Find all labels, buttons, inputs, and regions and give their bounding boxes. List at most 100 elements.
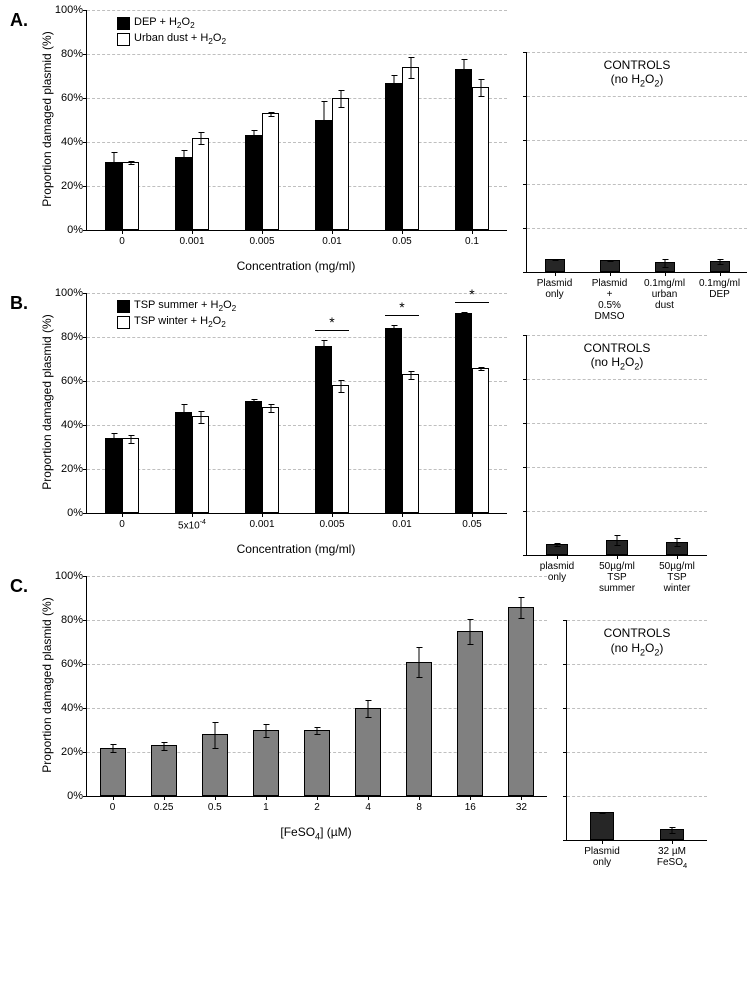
bar-group: 32 <box>496 576 547 796</box>
ytick-label: 80% <box>61 48 87 60</box>
xtick-mark <box>262 513 263 517</box>
legend-text: TSP winter + H2O2 <box>134 315 226 329</box>
charts-row: 0%20%40%60%80%100%05x10-40.0010.0050.010… <box>38 293 752 556</box>
error-bar <box>130 435 131 444</box>
legend-swatch <box>117 33 130 46</box>
bar <box>105 162 122 230</box>
bar <box>202 734 228 796</box>
controls-title: CONTROLS(no H2O2) <box>527 58 747 90</box>
bar-group: 2 <box>291 576 342 796</box>
bar <box>355 708 381 796</box>
xtick-label: 0.05 <box>392 236 411 247</box>
legend-item: TSP summer + H2O2 <box>117 299 236 313</box>
legend: DEP + H2O2Urban dust + H2O2 <box>117 16 226 48</box>
bar-group: 0.01 <box>367 293 437 513</box>
ytick-label: 40% <box>61 419 87 431</box>
ytick-label: 0% <box>67 224 87 236</box>
xtick-mark <box>122 513 123 517</box>
xtick-mark <box>521 796 522 800</box>
xtick-label: 0 <box>119 519 125 530</box>
bar <box>253 730 279 796</box>
error-bar <box>340 380 341 393</box>
xtick-mark <box>470 796 471 800</box>
x-axis-title: Concentration (mg/ml) <box>86 259 506 273</box>
bar <box>192 416 209 513</box>
xtick-mark <box>402 513 403 517</box>
error-bar <box>340 90 341 108</box>
bar-group: 0 <box>87 576 138 796</box>
bar <box>546 544 568 555</box>
bar <box>175 412 192 513</box>
significance-bar <box>315 330 349 331</box>
legend-swatch <box>117 316 130 329</box>
bar <box>710 261 730 272</box>
bar <box>122 162 139 230</box>
legend-item: Urban dust + H2O2 <box>117 32 226 46</box>
ytick-label: 60% <box>61 375 87 387</box>
xtick-mark <box>677 555 678 559</box>
error-bar <box>609 260 610 262</box>
xtick-mark <box>720 272 721 276</box>
ytick-label: 80% <box>61 331 87 343</box>
controls-title: CONTROLS(no H2O2) <box>527 341 707 373</box>
bar <box>262 113 279 230</box>
ytick-label: 0% <box>67 507 87 519</box>
legend: TSP summer + H2O2 TSP winter + H2O2 <box>117 299 236 331</box>
bar-group: 0.005 <box>227 10 297 230</box>
bar <box>245 401 262 513</box>
bar-group: 0.05 <box>437 293 507 513</box>
charts-row: 0%20%40%60%80%100%00.0010.0050.010.050.1… <box>38 10 752 273</box>
bar <box>315 346 332 513</box>
xtick-label: Plasmidonly <box>584 846 620 868</box>
error-bar <box>672 827 673 834</box>
panel-panelB: B.0%20%40%60%80%100%05x10-40.0010.0050.0… <box>10 293 752 556</box>
ytick-label: 20% <box>61 463 87 475</box>
xtick-mark <box>164 796 165 800</box>
error-bar <box>554 259 555 261</box>
main-chart: 0%20%40%60%80%100%00.250.512481632Propor… <box>86 576 546 841</box>
bar <box>660 829 684 840</box>
bar <box>245 135 262 230</box>
error-bar <box>463 312 464 316</box>
xtick-label: 0 <box>110 802 116 813</box>
error-bar <box>677 538 678 547</box>
ytick-label: 100% <box>55 4 87 16</box>
xtick-mark <box>266 796 267 800</box>
bars-container: 00.250.512481632 <box>87 576 547 796</box>
controls-title: CONTROLS(no H2O2) <box>567 626 707 658</box>
xtick-label: 0.5 <box>208 802 222 813</box>
xtick-label: 32 µMFeSO4 <box>657 846 687 870</box>
ytick-label: 40% <box>61 136 87 148</box>
controls-chart: Plasmidonly32 µMFeSO4CONTROLS(no H2O2) <box>566 620 706 841</box>
xtick-mark <box>317 796 318 800</box>
error-bar <box>393 325 394 334</box>
bar <box>151 745 177 796</box>
bar <box>332 385 349 513</box>
xtick-mark <box>332 513 333 517</box>
legend-text: Urban dust + H2O2 <box>134 32 226 46</box>
significance-bar <box>385 315 419 316</box>
xtick-mark <box>113 796 114 800</box>
panel-panelA: A.0%20%40%60%80%100%00.0010.0050.010.050… <box>10 10 752 273</box>
bar <box>666 542 688 555</box>
xtick-label: 16 <box>465 802 476 813</box>
error-bar <box>323 340 324 353</box>
ytick-mark <box>523 272 527 273</box>
error-bar <box>480 367 481 371</box>
ytick-label: 20% <box>61 746 87 758</box>
xtick-mark <box>262 230 263 234</box>
bar-group: 0.5 <box>189 576 240 796</box>
bar-group: 8 <box>394 576 445 796</box>
error-bar <box>253 399 254 406</box>
charts-row: 0%20%40%60%80%100%00.250.512481632Propor… <box>38 576 752 841</box>
xtick-label: 0.001 <box>179 236 204 247</box>
error-bar <box>200 132 201 145</box>
bar-group: 0.01 <box>297 10 367 230</box>
plot-area: 0%20%40%60%80%100%05x10-40.0010.0050.010… <box>86 293 507 514</box>
xtick-label: 0.005 <box>319 519 344 530</box>
error-bar <box>214 722 215 748</box>
xtick-mark <box>368 796 369 800</box>
ytick-label: 100% <box>55 287 87 299</box>
xtick-mark <box>602 840 603 844</box>
xtick-label: 0.25 <box>154 802 173 813</box>
